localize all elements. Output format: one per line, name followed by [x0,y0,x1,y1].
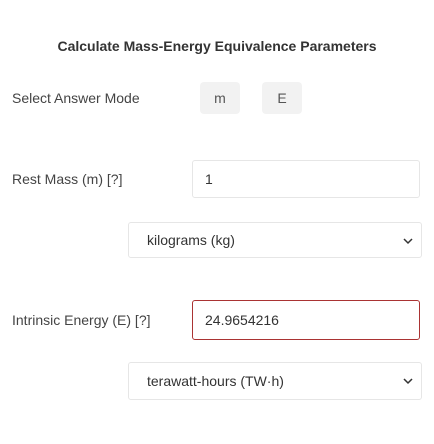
value-input[interactable]: 24.9654216 [192,300,420,340]
mode-button[interactable]: E [262,82,302,114]
unit-select[interactable]: terawatt-hours (TW·h) [128,362,422,400]
chevron [403,238,413,245]
mode-label: Select Answer Mode [12,90,140,106]
mode-button[interactable]: m [200,82,240,114]
unit-text: terawatt-hours (TW·h) [147,373,284,389]
title: Calculate Mass-Energy Equivalence Parame… [57,38,377,54]
field-label: Intrinsic Energy (E) [?] [12,312,151,328]
unit-select[interactable]: kilograms (kg) [128,222,422,258]
value-input[interactable]: 1 [192,160,420,198]
chevron [403,378,413,385]
field-label: Rest Mass (m) [?] [12,171,123,187]
unit-text: kilograms (kg) [147,232,235,248]
